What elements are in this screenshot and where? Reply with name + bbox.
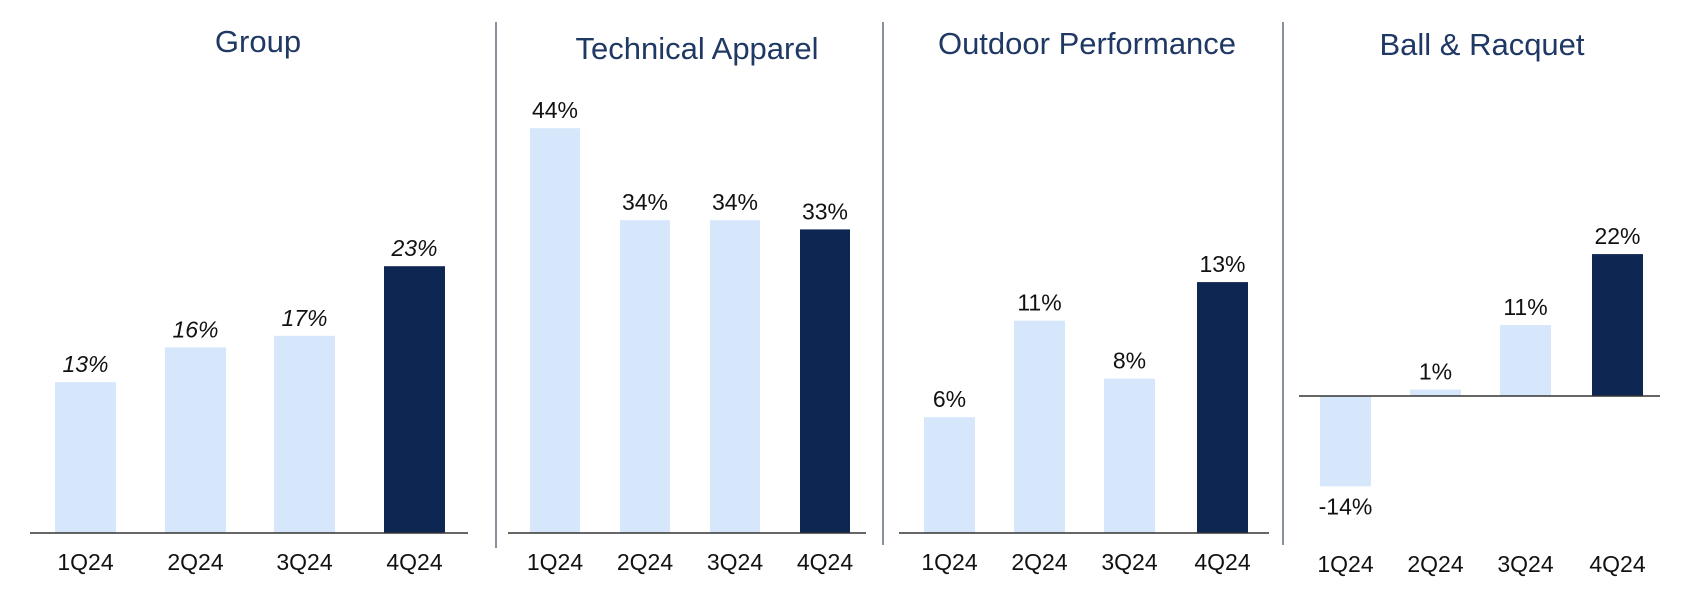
bar <box>924 417 975 533</box>
data-label: -14% <box>1319 493 1373 519</box>
bar <box>710 220 760 533</box>
bar <box>1592 254 1643 396</box>
data-label: 17% <box>281 305 327 331</box>
bar <box>1104 378 1155 533</box>
chart-panel: Group 13% 1Q24 16% 2Q24 17% 3Q24 23% 4Q24 <box>30 24 468 575</box>
x-tick-label: 2Q24 <box>1407 551 1463 577</box>
data-label: 13% <box>1199 251 1245 277</box>
x-tick-label: 4Q24 <box>386 549 442 575</box>
bar <box>55 382 116 533</box>
x-tick-label: 4Q24 <box>1589 551 1645 577</box>
x-tick-label: 3Q24 <box>1101 549 1157 575</box>
panel-dividers <box>495 22 1284 548</box>
bar <box>620 220 670 533</box>
x-tick-label: 3Q24 <box>707 549 763 575</box>
data-label: 8% <box>1113 348 1146 374</box>
data-label: 22% <box>1594 223 1640 249</box>
bar <box>1500 325 1551 396</box>
data-label: 23% <box>390 235 437 261</box>
x-tick-label: 1Q24 <box>527 549 583 575</box>
bar <box>1320 396 1371 487</box>
x-tick-label: 1Q24 <box>921 549 977 575</box>
chart-panel: Technical Apparel 44% 1Q24 34% 2Q24 34% 3Q24 33… <box>508 31 866 575</box>
data-label: 34% <box>712 189 758 215</box>
bar <box>274 335 335 533</box>
data-label: 34% <box>622 189 668 215</box>
x-tick-label: 3Q24 <box>276 549 332 575</box>
panel-title: Outdoor Performance <box>938 26 1236 61</box>
data-label: 1% <box>1419 359 1452 385</box>
data-label: 6% <box>933 386 966 412</box>
chart-panel: Ball & Racquet -14% 1Q24 1% 2Q24 11% 3Q24 22% 4Q… <box>1299 27 1660 577</box>
data-label: 13% <box>62 351 108 377</box>
bar <box>165 347 226 533</box>
bar <box>1410 389 1461 396</box>
panel-title: Group <box>215 24 301 59</box>
panel-title: Ball & Racquet <box>1379 27 1584 62</box>
bar <box>384 266 445 533</box>
x-tick-label: 1Q24 <box>57 549 113 575</box>
bar <box>800 229 850 533</box>
x-tick-label: 3Q24 <box>1497 551 1553 577</box>
x-tick-label: 2Q24 <box>167 549 223 575</box>
data-label: 33% <box>802 198 848 224</box>
chart-panel: Outdoor Performance 6% 1Q24 11% 2Q24 8% 3Q24 13… <box>899 26 1269 575</box>
x-tick-label: 2Q24 <box>1011 549 1067 575</box>
x-tick-label: 2Q24 <box>617 549 673 575</box>
panel-title: Technical Apparel <box>576 31 819 66</box>
data-label: 11% <box>1503 294 1547 320</box>
data-label: 44% <box>532 97 578 123</box>
x-tick-label: 1Q24 <box>1317 551 1373 577</box>
x-tick-label: 4Q24 <box>797 549 853 575</box>
data-label: 16% <box>172 316 218 342</box>
bar <box>530 128 580 533</box>
bar <box>1014 320 1065 533</box>
x-tick-label: 4Q24 <box>1194 549 1250 575</box>
bar <box>1197 282 1248 533</box>
data-label: 11% <box>1017 290 1061 316</box>
chart-panels: Group13%1Q2416%2Q2417%3Q2423%4Q24Technic… <box>30 24 1660 577</box>
